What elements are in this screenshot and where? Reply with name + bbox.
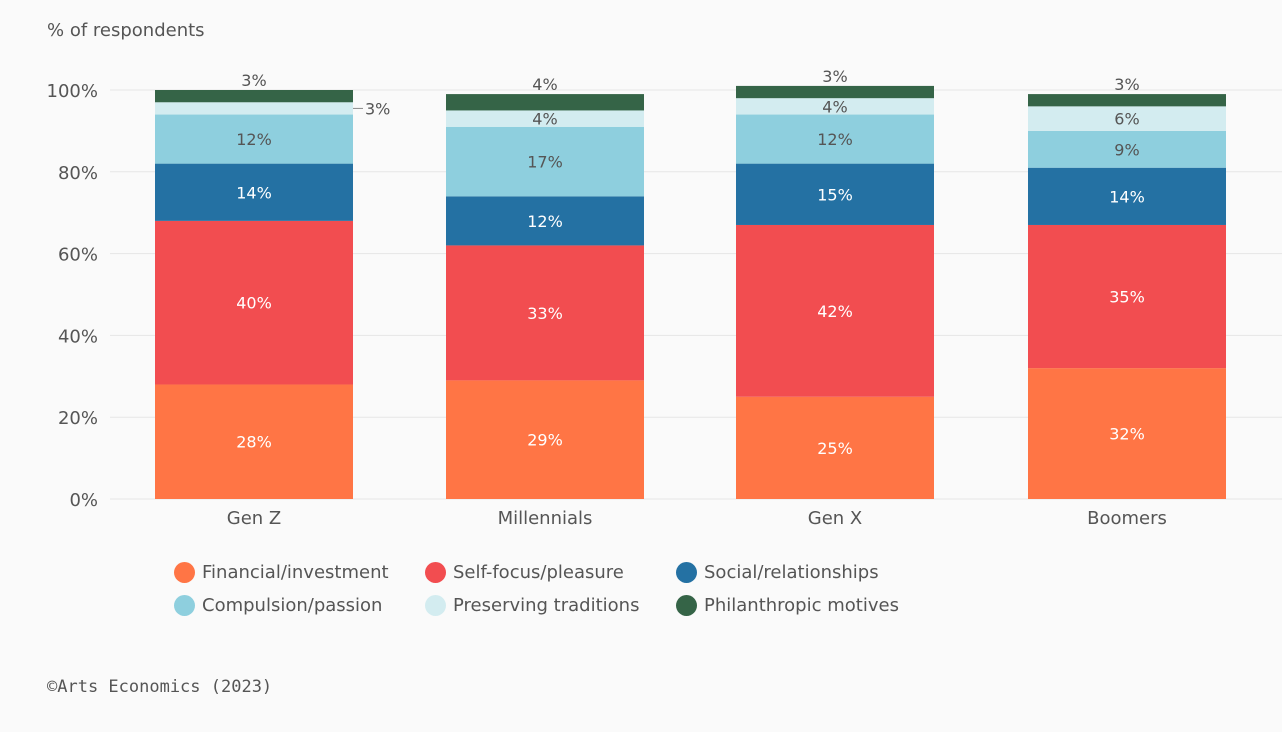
bar-segment: [155, 384, 353, 499]
legend-item: Compulsion/passion: [174, 595, 425, 616]
data-label: 14%: [236, 183, 272, 202]
data-label: 3%: [822, 67, 847, 86]
data-label: 6%: [1114, 110, 1139, 129]
data-label: 3%: [241, 71, 266, 90]
legend-label: Philanthropic motives: [704, 595, 899, 616]
legend-swatch: [425, 562, 446, 583]
bar-segment: [1028, 106, 1226, 131]
data-label: 12%: [527, 212, 563, 231]
y-tick-label: 40%: [58, 326, 98, 347]
data-label: 3%: [365, 99, 390, 118]
y-tick-label: 60%: [58, 245, 98, 266]
bar-segment: [446, 94, 644, 111]
bar-segment: [736, 163, 934, 225]
bar-segment: [736, 114, 934, 164]
stacked-bar-chart: % of respondents 0% 20% 40% 60% 80% 100% 28% 40%…: [47, 20, 1282, 529]
legend-item: Preserving traditions: [425, 595, 676, 616]
y-axis-label: % of respondents: [47, 20, 205, 41]
bar-segment: [1028, 130, 1226, 168]
bar-segment: [155, 114, 353, 164]
legend-label: Self-focus/pleasure: [453, 562, 624, 583]
legend-swatch: [425, 595, 446, 616]
x-tick-label: Gen Z: [227, 508, 281, 529]
data-label: 9%: [1114, 140, 1139, 159]
bar-segment: [1028, 368, 1226, 499]
data-label: 17%: [527, 153, 563, 172]
chart-legend: Financial/investment Self-focus/pleasure S…: [174, 562, 1174, 616]
y-tick-label: 0%: [69, 490, 98, 511]
bar-segment: [155, 163, 353, 221]
bar-segment: [736, 98, 934, 115]
legend-swatch: [174, 595, 195, 616]
data-label: 32%: [1109, 425, 1145, 444]
source-credit: ©Arts Economics (2023): [47, 677, 273, 697]
bar-segment: [736, 224, 934, 397]
bar-segment: [736, 85, 934, 99]
legend-swatch: [676, 562, 697, 583]
data-label: 33%: [527, 304, 563, 323]
bar-segment: [736, 396, 934, 499]
legend-label: Financial/investment: [202, 562, 389, 583]
legend-label: Preserving traditions: [453, 595, 640, 616]
y-tick-label: 100%: [47, 81, 98, 102]
y-tick-label: 20%: [58, 408, 98, 429]
legend-label: Social/relationships: [704, 562, 879, 583]
data-label: 4%: [532, 75, 557, 94]
legend-item: Social/relationships: [676, 562, 927, 583]
x-tick-label: Millennials: [498, 508, 593, 529]
legend-item: Self-focus/pleasure: [425, 562, 676, 583]
data-label: 28%: [236, 433, 272, 452]
bar-segment: [446, 126, 644, 197]
bar-segment: [155, 220, 353, 385]
data-label: 15%: [817, 185, 853, 204]
data-label: 12%: [817, 130, 853, 149]
bar-segment: [1028, 224, 1226, 369]
bar-segment: [446, 380, 644, 499]
legend-swatch: [676, 595, 697, 616]
data-label: 12%: [236, 130, 272, 149]
bar-segment: [155, 90, 353, 103]
bar-segment: [446, 110, 644, 127]
bar-segment: [446, 245, 644, 381]
data-label: 35%: [1109, 288, 1145, 307]
data-label: 40%: [236, 294, 272, 313]
x-tick-label: Boomers: [1087, 508, 1167, 529]
legend-item: Financial/investment: [174, 562, 425, 583]
bar-segment: [1028, 94, 1226, 107]
data-label: 3%: [1114, 75, 1139, 94]
data-label: 25%: [817, 439, 853, 458]
data-label: 4%: [822, 97, 847, 116]
legend-label: Compulsion/passion: [202, 595, 383, 616]
legend-item: Philanthropic motives: [676, 595, 927, 616]
x-tick-label: Gen X: [808, 508, 862, 529]
bar-segment: [155, 102, 353, 115]
bar-segment: [1028, 167, 1226, 225]
data-label: 42%: [817, 302, 853, 321]
data-label: 14%: [1109, 187, 1145, 206]
legend-swatch: [174, 562, 195, 583]
data-label: 29%: [527, 431, 563, 450]
data-label: 4%: [532, 110, 557, 129]
y-tick-label: 80%: [58, 163, 98, 184]
bar-segment: [446, 196, 644, 246]
